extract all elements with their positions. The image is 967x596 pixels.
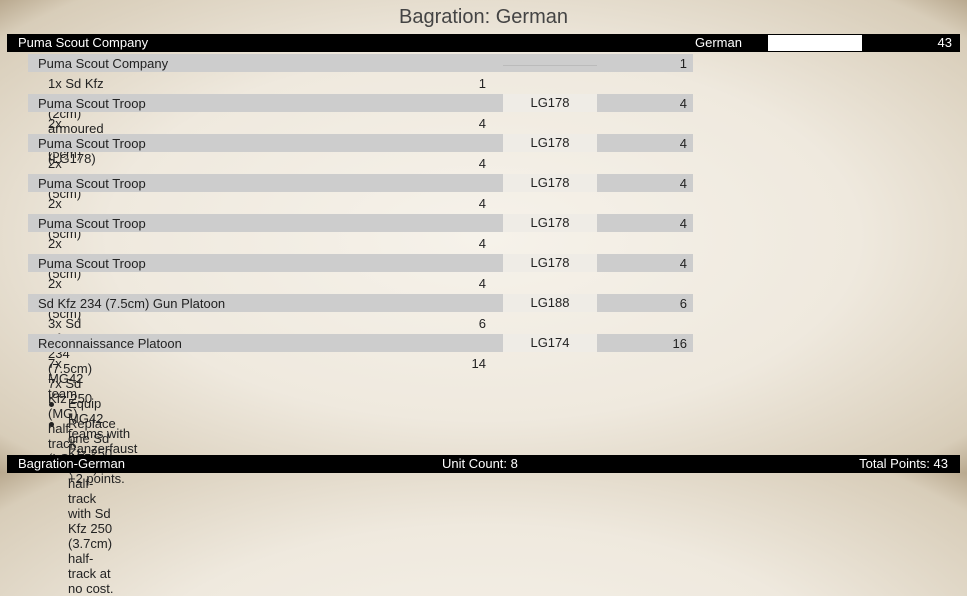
unit-points: 4: [679, 176, 687, 191]
unit-code: LG178: [503, 214, 597, 232]
unit-points: 1: [679, 56, 687, 71]
unit-name: Sd Kfz 234 (7.5cm) Gun Platoon: [38, 296, 226, 311]
unit-code: LG174: [503, 334, 597, 352]
bullet-icon: [49, 402, 54, 407]
bullet-icon: [49, 422, 54, 427]
unit-row: Puma Scout Company 1: [28, 54, 693, 74]
unit-points: 4: [679, 136, 687, 151]
detail-points: 1: [478, 76, 486, 91]
footer-bar: Bagration-German Unit Count: 8 Total Poi…: [7, 455, 960, 473]
unit-code: LG178: [503, 134, 597, 152]
detail-text: 3x Sd Kfz 234 (7.5cm): [48, 316, 93, 376]
unit-row: Reconnaissance Platoon LG174 16: [28, 334, 693, 354]
formation-nation: German: [695, 35, 742, 50]
detail-points: 4: [478, 236, 486, 251]
detail-points: 4: [478, 116, 486, 131]
option-text: Replace one Sd Kfz 250 (MG) half-track w…: [68, 416, 116, 596]
detail-points: 14: [471, 356, 486, 371]
unit-points: 4: [679, 216, 687, 231]
unit-points: 4: [679, 256, 687, 271]
unit-row-background: [28, 54, 693, 72]
detail-points: 4: [478, 156, 486, 171]
unit-name: Puma Scout Troop: [38, 176, 146, 191]
unit-code: LG188: [503, 294, 597, 312]
unit-row: Sd Kfz 234 (7.5cm) Gun Platoon LG188 6: [28, 294, 693, 314]
unit-name: Puma Scout Troop: [38, 96, 146, 111]
unit-name: Puma Scout Troop: [38, 136, 146, 151]
page-title: Bagration: German: [399, 6, 568, 28]
unit-row: Puma Scout Troop LG178 4: [28, 94, 693, 114]
unit-code: LG178: [503, 254, 597, 272]
detail-points: 4: [478, 196, 486, 211]
unit-code: [503, 54, 597, 72]
formation-points: 43: [937, 35, 952, 50]
footer-list-name: Bagration-German: [18, 456, 125, 471]
detail-text: 7x MG42 team: [48, 356, 84, 401]
unit-row: Puma Scout Troop LG178 4: [28, 254, 693, 274]
unit-points: 4: [679, 96, 687, 111]
unit-name: Puma Scout Troop: [38, 216, 146, 231]
footer-unit-count: Unit Count: 8: [442, 456, 518, 471]
unit-row: Puma Scout Troop LG178 4: [28, 214, 693, 234]
unit-points: 16: [672, 336, 687, 351]
unit-row: Puma Scout Troop LG178 4: [28, 134, 693, 154]
formation-blank-cell: [768, 35, 862, 51]
unit-code: LG178: [503, 174, 597, 192]
unit-points: 6: [679, 296, 687, 311]
unit-name: Reconnaissance Platoon: [38, 336, 182, 351]
formation-header: Puma Scout Company German 43: [7, 34, 960, 52]
footer-total-points: Total Points: 43: [859, 456, 948, 471]
detail-points: 4: [478, 276, 486, 291]
formation-name: Puma Scout Company: [18, 35, 149, 50]
unit-name: Puma Scout Company: [38, 56, 169, 71]
unit-row: Puma Scout Troop LG178 4: [28, 174, 693, 194]
unit-code: LG178: [503, 94, 597, 112]
detail-points: 6: [478, 316, 486, 331]
unit-name: Puma Scout Troop: [38, 256, 146, 271]
